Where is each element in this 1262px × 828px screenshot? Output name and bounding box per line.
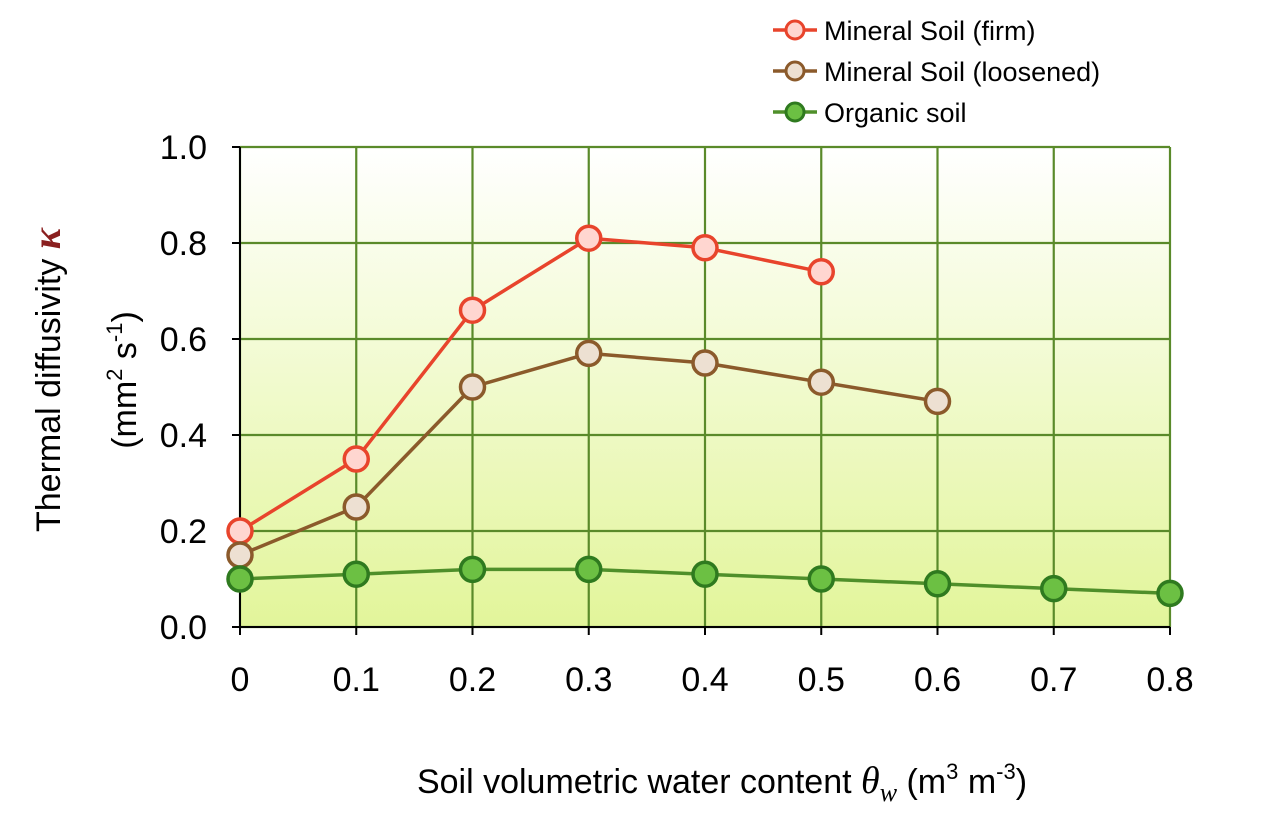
legend-marker [784,19,806,41]
x-tick-label: 0.8 [1146,661,1193,699]
y-axis-title: Thermal diffusivity κ (mm2 s-1) [24,227,144,532]
data-point [691,234,719,262]
theta-subscript: w [880,778,898,807]
x-axis-unit-close: ) [1016,763,1027,801]
y-tick-label: 0.8 [160,225,207,263]
theta-symbol: θ [861,760,880,802]
x-tick-label: 0 [231,661,250,699]
data-point [807,258,835,286]
data-point [226,517,254,545]
legend: Mineral Soil (firm) Mineral Soil (loosene… [773,16,1100,128]
y-axis-title-line1: Thermal diffusivity [30,249,68,532]
y-tick-label: 0.2 [160,513,207,551]
y-axis-unit-open: (mm [106,381,144,449]
x-tick-label: 0.6 [914,661,961,699]
legend-item: Mineral Soil (loosened) [773,57,1100,87]
x-axis-unit-open: (m [897,763,946,801]
x-axis-unit-mid: m [958,763,996,801]
series-line-0 [239,236,822,533]
x-axis-unit-exp1: 3 [946,759,958,784]
data-point [1040,574,1068,603]
y-axis-unit-close: ) [106,311,144,322]
legend-label: Mineral Soil (firm) [824,16,1036,46]
data-point [226,565,254,593]
svg-text:Thermal diffusivity κ: Thermal diffusivity κ [24,227,69,532]
data-point [691,349,719,377]
legend-label: Organic soil [824,98,967,128]
x-tick-label: 0.4 [681,661,728,699]
data-point [226,541,254,569]
data-point [807,565,835,593]
x-tick-label: 0.3 [565,661,612,699]
data-point [458,555,487,584]
legend-marker [784,60,806,82]
data-point [342,445,370,473]
y-tick-label: 0.0 [160,609,207,647]
y-tick-labels: 0.0 0.2 0.4 0.6 0.8 1.0 [160,129,207,647]
x-tick-labels: 0 0.1 0.2 0.3 0.4 0.5 0.6 0.7 0.8 [231,661,1194,699]
y-axis-unit-exp2: -1 [102,323,127,343]
data-point [923,570,952,598]
data-point [575,224,603,252]
legend-item: Mineral Soil (firm) [773,16,1036,46]
legend-marker [784,101,806,123]
data-point [691,560,719,588]
data-point [458,373,487,401]
x-axis-unit-exp2: -3 [996,759,1016,784]
x-axis-title-prefix: Soil volumetric water content [417,763,861,801]
y-axis-unit-exp1: 2 [102,369,127,381]
series-markers [226,224,1184,608]
data-point [342,493,370,521]
legend-item: Organic soil [773,98,967,128]
data-point [923,387,952,416]
legend-label: Mineral Soil (loosened) [824,57,1100,87]
data-point [575,339,603,368]
data-point [807,368,835,396]
x-tick-label: 0.5 [798,661,845,699]
y-tick-label: 1.0 [160,129,207,167]
data-point [342,560,370,588]
data-point [575,555,603,584]
kappa-symbol: κ [24,227,69,249]
y-tick-label: 0.4 [160,417,207,455]
y-axis-unit-mid: s [106,342,144,368]
data-point [1156,579,1184,608]
y-tick-label: 0.6 [160,321,207,359]
x-tick-label: 0.2 [449,661,496,699]
svg-text:(mm2 s-1): (mm2 s-1) [102,311,144,449]
x-tick-label: 0.1 [333,661,380,699]
data-point [458,296,487,324]
x-tick-label: 0.7 [1030,661,1077,699]
x-axis-title: Soil volumetric water content θw (m3 m-3… [417,759,1027,807]
